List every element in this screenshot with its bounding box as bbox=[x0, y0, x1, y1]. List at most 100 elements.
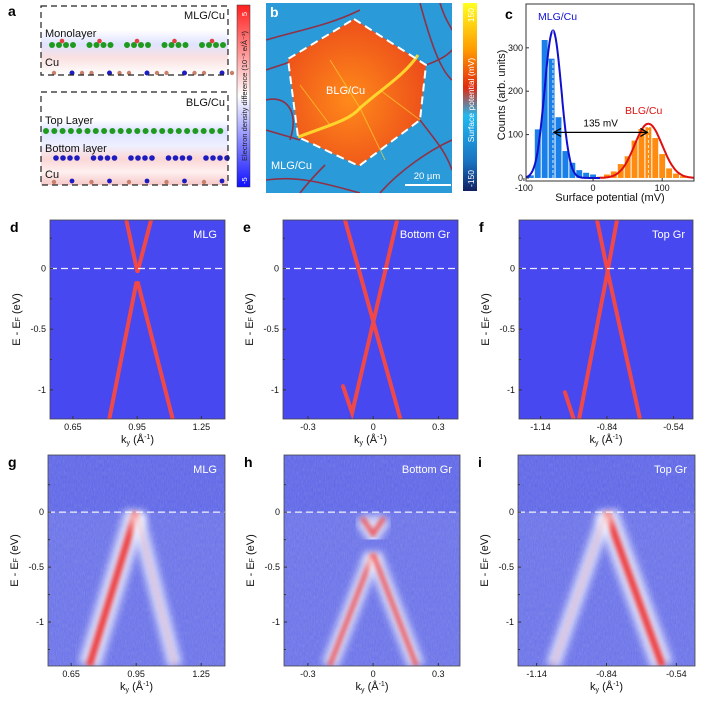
potential-colorbar-label: Surface potential (mV) bbox=[466, 58, 476, 143]
grain-boundary bbox=[439, 3, 452, 31]
band-line bbox=[135, 220, 154, 273]
copper-atom bbox=[51, 179, 57, 185]
carbon-atom bbox=[172, 155, 179, 161]
panel-e: Bottom Gr e 0 -0.5 -1 -0.3 0 0.3 E - EF (eV) ky (… bbox=[243, 219, 459, 447]
carbon-atom bbox=[76, 128, 83, 134]
x-tick-label: 0.65 bbox=[62, 669, 80, 679]
scale-bar-label: 20 µm bbox=[414, 171, 441, 182]
k-superscript: -1 bbox=[143, 681, 149, 688]
energy-symbol: E - E bbox=[9, 562, 21, 586]
plot-frame bbox=[283, 454, 461, 667]
x-tick-label: -0.3 bbox=[300, 669, 316, 679]
y-tick-label: 0 bbox=[39, 507, 44, 517]
panel-letter-c: c bbox=[505, 6, 513, 22]
carbon-atom bbox=[63, 42, 69, 48]
y-tick-label: -0.5 bbox=[28, 562, 44, 572]
carbon-atom bbox=[199, 42, 205, 48]
mlg-cu-title: MLG/Cu bbox=[184, 10, 225, 22]
histogram-bar bbox=[541, 40, 548, 178]
panel-h: Bottom Gr h 0 -0.5 -1 -0.3 0 0.3 E - EF (eV) ky (… bbox=[244, 454, 461, 694]
x-tick-label: 0 bbox=[371, 422, 376, 432]
k-subscript: y bbox=[595, 440, 599, 447]
energy-subscript: F bbox=[483, 558, 490, 562]
carbon-atom bbox=[224, 155, 230, 161]
charge-lobe bbox=[97, 38, 102, 44]
density-colorbar bbox=[236, 4, 251, 188]
charge-lobe bbox=[69, 178, 75, 184]
grain-boundaries bbox=[266, 3, 452, 193]
energy-symbol: E - E bbox=[479, 562, 491, 586]
energy-subscript: F bbox=[248, 317, 255, 321]
carbon-atom bbox=[131, 42, 137, 48]
x-axis-label: ky (Å-1) bbox=[356, 680, 389, 694]
arrow-heads bbox=[552, 127, 649, 137]
carbon-atom bbox=[184, 128, 191, 134]
y-tick-label: 0 bbox=[509, 507, 514, 517]
x-tick-label: 1.25 bbox=[193, 422, 211, 432]
k-subscript: y bbox=[596, 687, 600, 694]
k-unit: (Å bbox=[365, 680, 380, 693]
y-tick-label: -0.5 bbox=[263, 324, 279, 334]
carbon-atom bbox=[209, 128, 215, 134]
band-line bbox=[107, 281, 139, 419]
y-tick-label: 100 bbox=[508, 130, 523, 140]
x-tick-label: -0.3 bbox=[300, 422, 316, 432]
carbon-atom bbox=[175, 42, 182, 48]
carbon-atom bbox=[145, 42, 151, 48]
carbon-atom bbox=[213, 42, 219, 48]
panel-title: MLG bbox=[193, 464, 217, 476]
charge-lobe bbox=[219, 178, 225, 184]
k-close: ) bbox=[385, 681, 389, 693]
k-symbol: k bbox=[590, 434, 596, 446]
carbon-atom bbox=[167, 128, 174, 134]
blg-outline bbox=[286, 17, 428, 168]
plot-background bbox=[283, 220, 458, 419]
carbon-atom bbox=[165, 155, 172, 161]
dispersion-band bbox=[360, 516, 387, 539]
gaussian-fit-curve bbox=[525, 29, 600, 179]
copper-atom bbox=[126, 179, 132, 185]
histogram-bar bbox=[527, 175, 534, 178]
energy-unit: (eV) bbox=[479, 534, 491, 558]
noise-texture bbox=[518, 455, 695, 666]
mlg-region-label: MLG/Cu bbox=[271, 160, 312, 172]
x-axis-label: ky (Å-1) bbox=[121, 433, 154, 447]
carbon-atom bbox=[56, 42, 62, 48]
carbon-atom bbox=[206, 42, 212, 48]
plot-area bbox=[284, 455, 460, 666]
panel-title: Top Gr bbox=[652, 229, 685, 241]
carbon-atom bbox=[86, 42, 93, 48]
carbon-atom bbox=[74, 155, 80, 161]
blg-box bbox=[40, 91, 229, 186]
k-subscript: y bbox=[127, 440, 131, 447]
dispersion-band bbox=[551, 511, 608, 666]
x-tick-label: 0.95 bbox=[128, 422, 146, 432]
plot-frame bbox=[525, 3, 695, 182]
k-subscript: y bbox=[126, 687, 130, 694]
x-tick-label: -0.84 bbox=[597, 422, 618, 432]
carbon-atom bbox=[142, 128, 149, 134]
y-tick-label: 200 bbox=[508, 86, 523, 96]
k-superscript: -1 bbox=[377, 434, 383, 441]
k-close: ) bbox=[383, 434, 387, 446]
carbon-atom bbox=[60, 155, 66, 161]
charge-lobe bbox=[107, 70, 112, 76]
grain-boundary bbox=[266, 61, 291, 71]
panel-letter-i: i bbox=[478, 454, 482, 470]
plot-area bbox=[283, 220, 458, 419]
x-tick-label: -0.54 bbox=[666, 669, 687, 679]
gaussian-fit-curve bbox=[600, 122, 694, 179]
band-line bbox=[341, 220, 400, 419]
plot-area bbox=[48, 455, 225, 666]
copper-atom bbox=[229, 70, 235, 76]
energy-unit: (eV) bbox=[9, 534, 21, 558]
panel-f: Top Gr f 0 -0.5 -1 -1.14 -0.84 -0.54 E - EF (eV)… bbox=[479, 219, 694, 447]
blg-cu-title: BLG/Cu bbox=[186, 97, 225, 109]
carbon-atom bbox=[126, 128, 132, 134]
energy-symbol: E - E bbox=[244, 321, 256, 345]
y-tick-label: -0.5 bbox=[264, 562, 280, 572]
carbon-atom bbox=[101, 128, 108, 134]
grain-boundary bbox=[266, 129, 301, 141]
y-tick-label: 0 bbox=[518, 173, 523, 183]
density-colorbar-label: Electron density difference (10⁻³ e/Å⁻³) bbox=[240, 31, 249, 161]
